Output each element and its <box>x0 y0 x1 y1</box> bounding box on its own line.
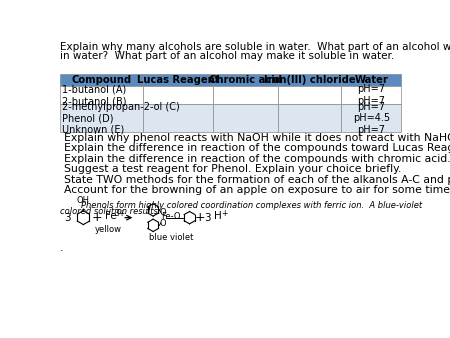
Bar <box>213 74 278 86</box>
Text: H: H <box>214 211 222 221</box>
Text: Account for the browning of an apple on exposure to air for some time.: Account for the browning of an apple on … <box>64 185 450 195</box>
Bar <box>143 104 213 132</box>
Text: blue violet: blue violet <box>149 233 193 242</box>
Text: +: + <box>91 211 102 224</box>
Bar <box>60 74 143 86</box>
Text: pH=7
pH=7: pH=7 pH=7 <box>357 84 385 106</box>
Bar <box>143 86 213 104</box>
Text: Explain why many alcohols are soluble in water.  What part of an alcohol will li: Explain why many alcohols are soluble in… <box>60 42 450 52</box>
Text: O: O <box>160 219 166 227</box>
Text: Suggest a test reagent for Phenol. Explain your choice briefly.: Suggest a test reagent for Phenol. Expla… <box>64 164 401 174</box>
FancyArrowPatch shape <box>125 215 131 220</box>
Text: Chromic acid: Chromic acid <box>209 75 282 85</box>
Text: Explain why phenol reacts with NaOH while it does not react with NaHCO₃.: Explain why phenol reacts with NaOH whil… <box>64 133 450 143</box>
Text: colored solution results.: colored solution results. <box>60 207 161 216</box>
Text: +: + <box>221 209 228 218</box>
Text: yellow: yellow <box>94 225 122 234</box>
Text: in water?  What part of an alcohol may make it soluble in water.: in water? What part of an alcohol may ma… <box>60 51 394 61</box>
Text: 3: 3 <box>64 213 70 223</box>
Text: pH=7
pH=4.5
pH=7: pH=7 pH=4.5 pH=7 <box>353 102 390 135</box>
Text: OH: OH <box>77 196 90 204</box>
Bar <box>213 86 278 104</box>
Bar <box>278 104 342 132</box>
Bar <box>60 104 143 132</box>
Text: Compound: Compound <box>72 75 132 85</box>
Text: Phenols form highly colored coordination complexes with ferric ion.  A blue-viol: Phenols form highly colored coordination… <box>60 201 422 210</box>
Text: 3: 3 <box>204 213 211 223</box>
Text: 2-methylpropan-2-ol (C)
Phenol (D)
Unknown (E): 2-methylpropan-2-ol (C) Phenol (D) Unkno… <box>63 102 180 135</box>
Bar <box>278 86 342 104</box>
Text: Fe: Fe <box>105 211 117 221</box>
Text: Iron(III) chloride: Iron(III) chloride <box>264 75 356 85</box>
Text: +: + <box>194 211 205 224</box>
Bar <box>60 86 143 104</box>
Bar <box>278 74 342 86</box>
Text: Lucas Reagent: Lucas Reagent <box>137 75 219 85</box>
Text: Explain the difference in reaction of the compounds with chromic acid.: Explain the difference in reaction of th… <box>64 154 450 164</box>
Text: State TWO methods for the formation of each of the alkanols A-C and phenol.: State TWO methods for the formation of e… <box>64 174 450 185</box>
Text: Fe-O: Fe-O <box>161 212 181 221</box>
Text: Water: Water <box>354 75 388 85</box>
Text: O: O <box>160 208 166 217</box>
Text: 1-butanol (A)
2-butanol (B): 1-butanol (A) 2-butanol (B) <box>63 84 127 106</box>
Text: .: . <box>60 243 64 253</box>
Text: 3+: 3+ <box>114 209 126 218</box>
Text: Explain the difference in reaction of the compounds toward Lucas Reagent.: Explain the difference in reaction of th… <box>64 143 450 153</box>
Bar <box>213 104 278 132</box>
Bar <box>342 86 401 104</box>
Bar <box>342 104 401 132</box>
Bar <box>342 74 401 86</box>
Bar <box>143 74 213 86</box>
